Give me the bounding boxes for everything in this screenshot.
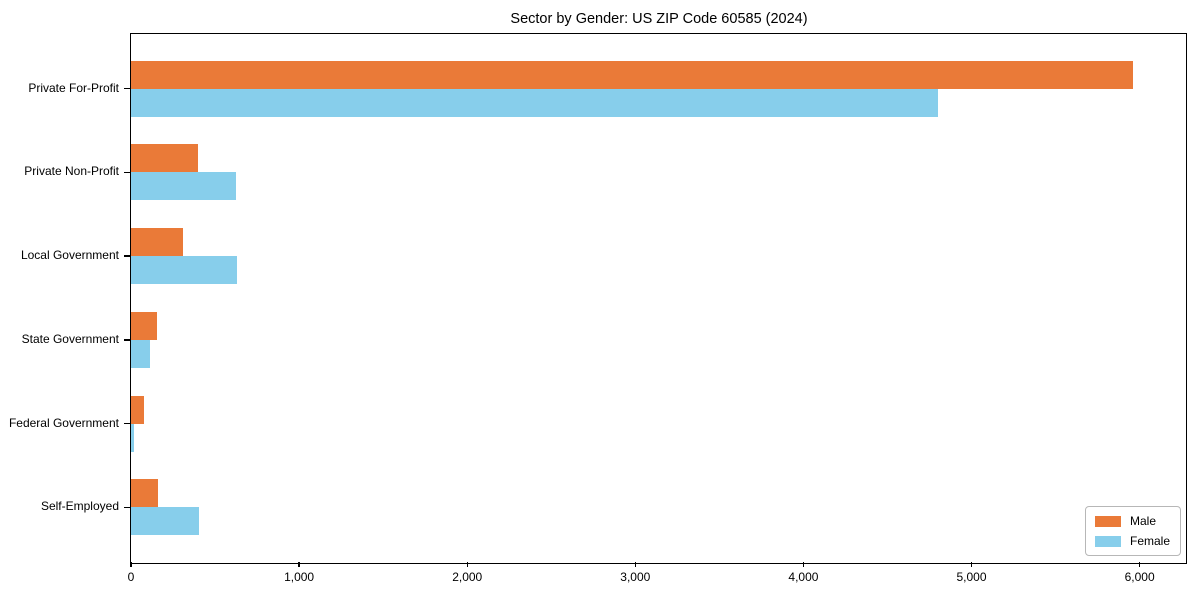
bar-female xyxy=(131,172,237,201)
legend-label: Female xyxy=(1129,534,1170,548)
bar-female xyxy=(131,507,200,536)
y-tick-label: Federal Government xyxy=(8,415,119,430)
y-tick-mark xyxy=(124,88,130,90)
bar-male xyxy=(131,395,145,424)
y-tick-mark xyxy=(124,422,130,425)
bar-female xyxy=(131,256,237,285)
chart-title: Sector by Gender: US ZIP Code 60585 (202… xyxy=(510,11,808,27)
bar-female xyxy=(131,423,134,452)
legend-row: Female xyxy=(1094,534,1170,548)
bar-male xyxy=(131,311,158,340)
legend-label: Male xyxy=(1129,514,1156,528)
y-tick-label: State Government xyxy=(21,331,119,346)
y-tick-mark xyxy=(124,339,130,341)
y-tick-label: Private For-Profit xyxy=(28,80,119,95)
legend-row: Male xyxy=(1094,514,1170,528)
x-tick-mark xyxy=(970,562,973,567)
legend-swatch-icon xyxy=(1094,515,1121,527)
y-tick-mark xyxy=(124,506,130,508)
bar-male xyxy=(131,60,1133,89)
bar-male xyxy=(131,144,199,173)
x-tick-label: 3,000 xyxy=(620,570,651,584)
x-tick-mark xyxy=(1138,562,1141,567)
x-tick-mark xyxy=(466,562,468,567)
y-tick-label: Local Government xyxy=(20,248,119,263)
x-tick-mark xyxy=(802,562,805,567)
x-tick-label: 1,000 xyxy=(284,570,315,584)
bar-male xyxy=(131,228,184,257)
x-tick-mark xyxy=(130,562,132,567)
bar-female xyxy=(131,339,150,368)
bar-female xyxy=(131,88,938,117)
x-tick-mark xyxy=(634,562,636,567)
x-tick-label: 5,000 xyxy=(956,570,987,584)
plot-area: Private For-Profit Private Non-Profit Loca… xyxy=(9,33,1187,584)
legend: Male Female xyxy=(1084,506,1181,556)
x-tick-label: 2,000 xyxy=(452,570,483,584)
x-tick-label: 0 xyxy=(127,570,135,584)
y-tick-mark xyxy=(124,255,130,257)
x-tick-mark xyxy=(298,562,300,567)
y-tick-label: Self-Employed xyxy=(40,499,119,514)
legend-swatch-icon xyxy=(1094,535,1121,547)
x-tick-label: 6,000 xyxy=(1124,570,1155,584)
y-tick-mark xyxy=(124,171,130,174)
bar-male xyxy=(131,479,158,508)
plot-inner: Private For-Profit Private Non-Profit Loca… xyxy=(9,34,1186,584)
y-tick-label: Private Non-Profit xyxy=(24,164,119,179)
x-tick-label: 4,000 xyxy=(788,570,819,584)
